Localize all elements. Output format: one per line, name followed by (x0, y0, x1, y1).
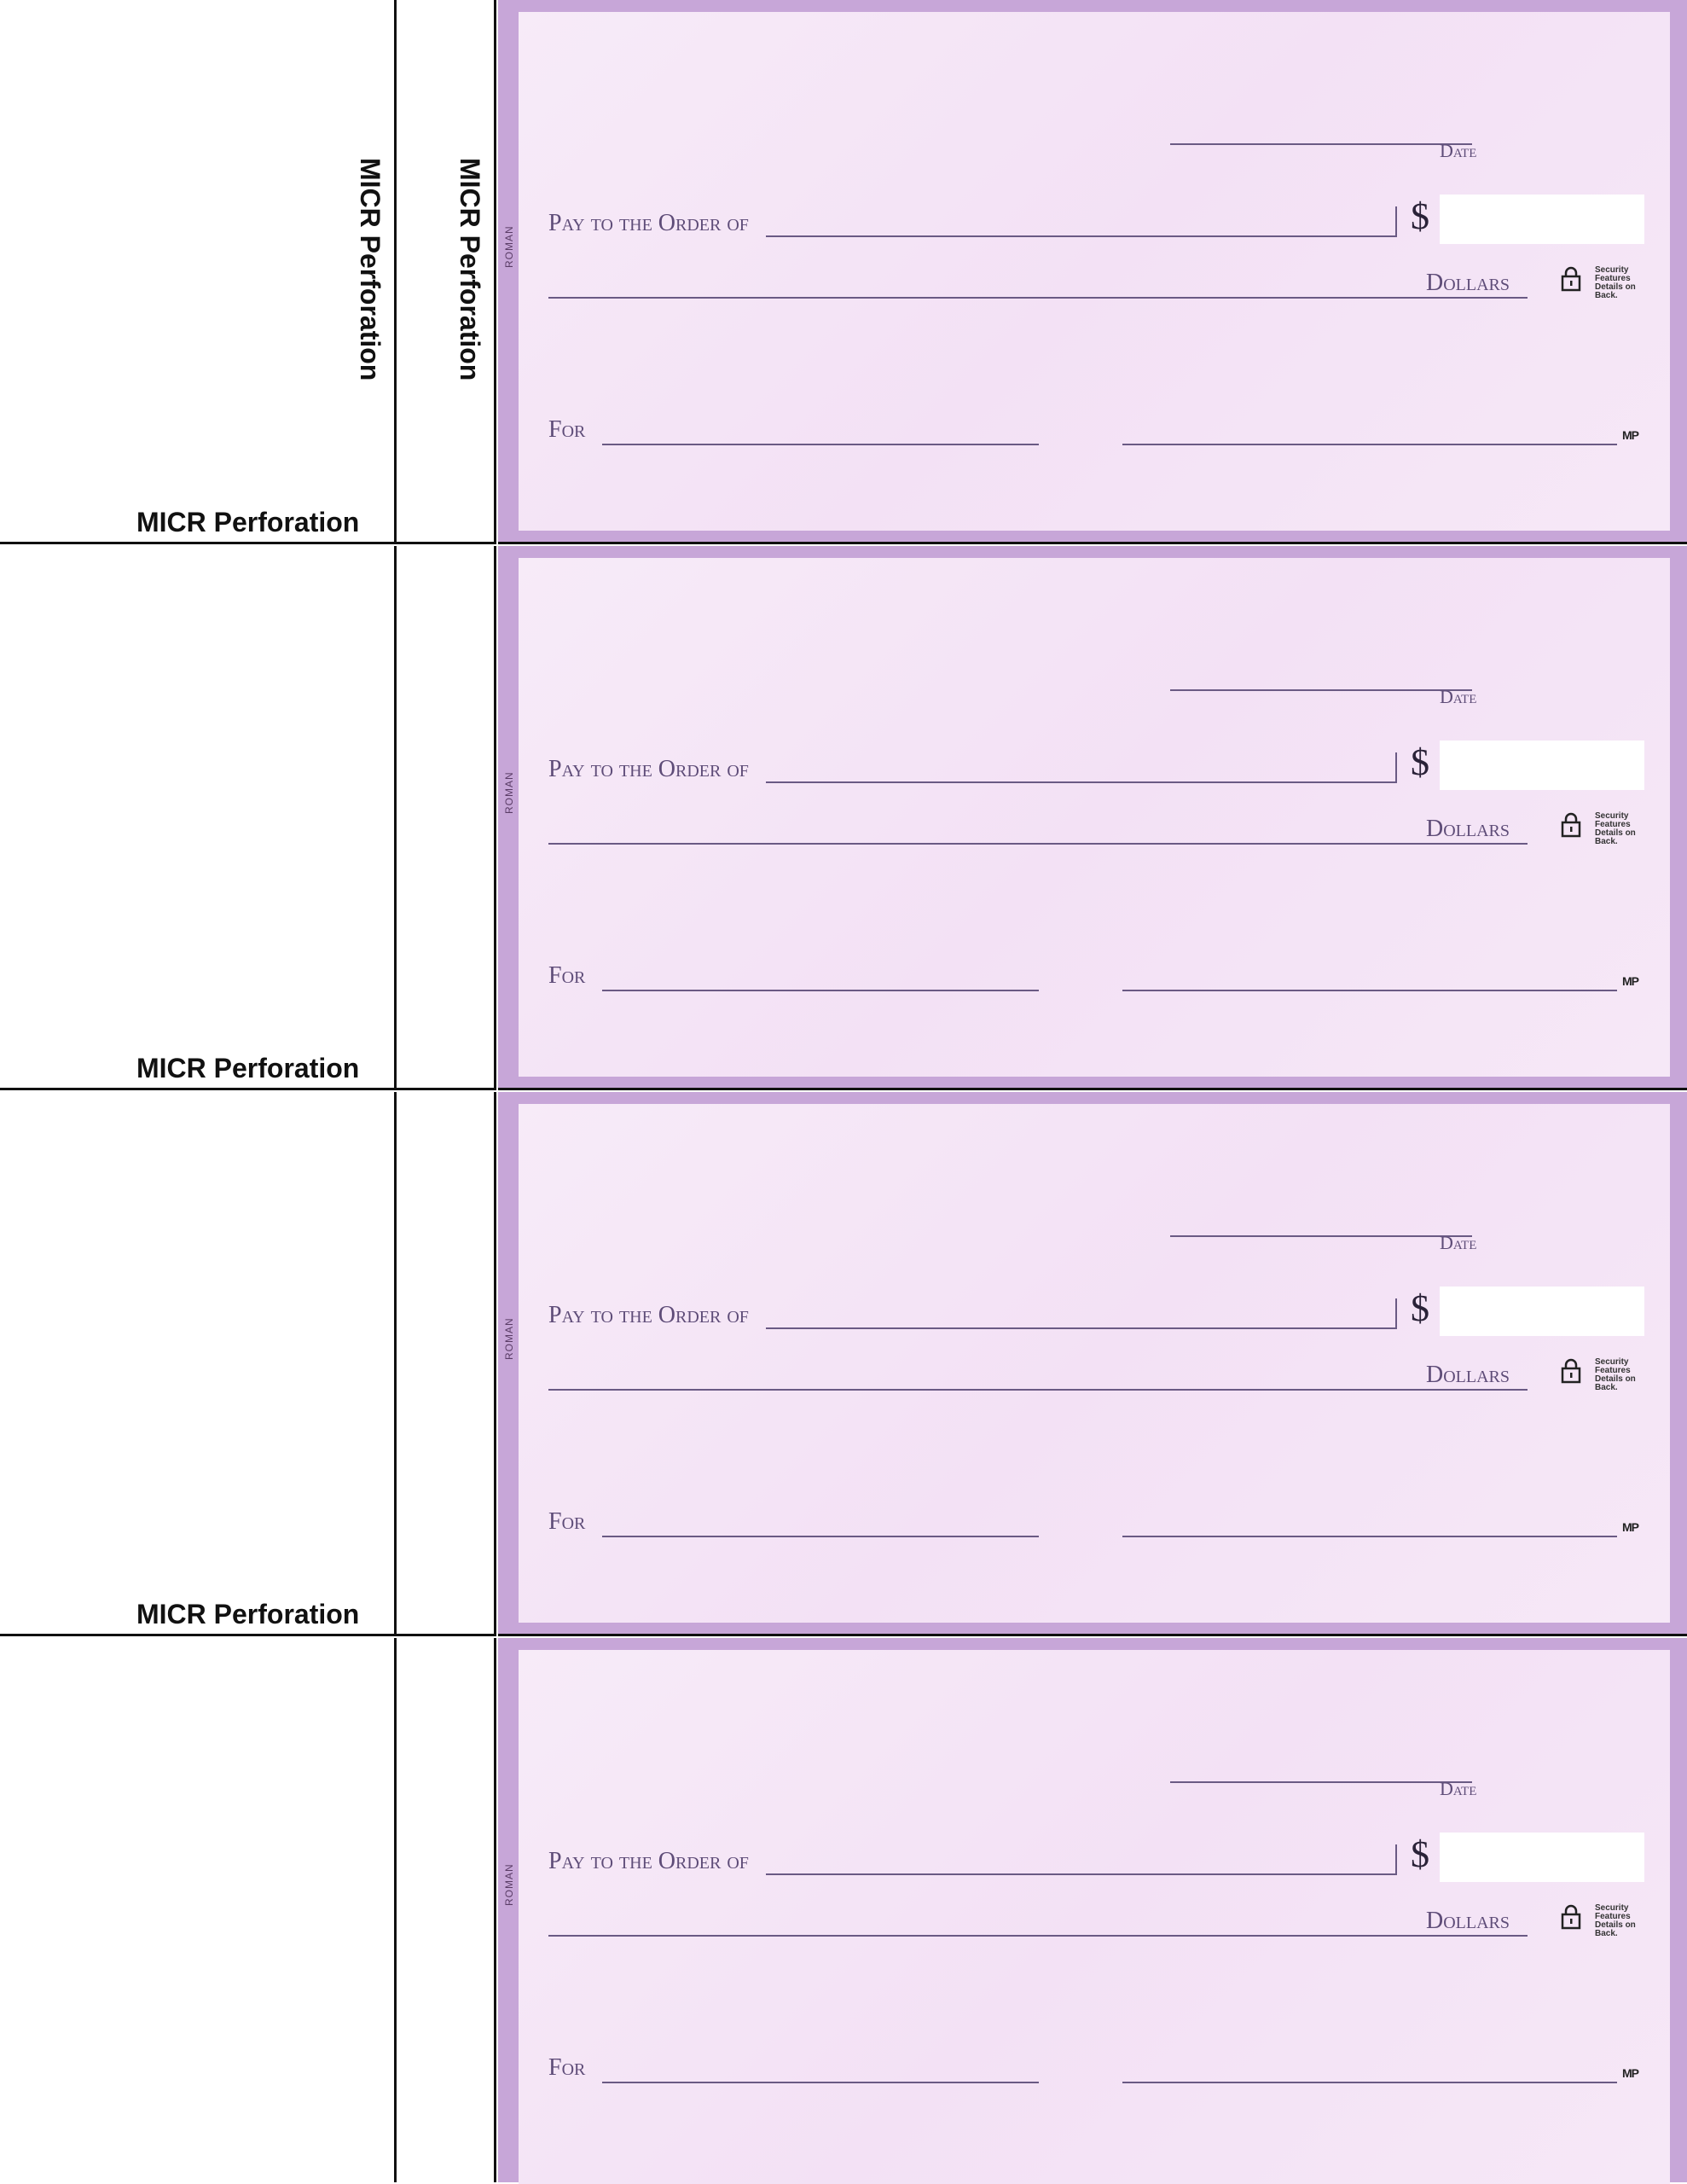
memo-line[interactable] (602, 444, 1039, 445)
check-face: ROMAN Date Pay to the Order of $ Dollars… (503, 12, 1670, 531)
pay-to-label: Pay to the Order of (548, 1302, 749, 1328)
signature-line[interactable] (1122, 990, 1617, 991)
check-face: ROMAN Date Pay to the Order of $ Dollars… (503, 1104, 1670, 1623)
for-label: For (548, 416, 586, 443)
mp-mark: MP (1622, 2066, 1639, 2080)
check: ROMAN Date Pay to the Order of $ Dollars… (498, 1638, 1687, 2184)
payee-line-end (1395, 206, 1397, 237)
check-row-2: MICR Perforation ROMAN Date Pay to the O… (0, 546, 1687, 1092)
signature-line[interactable] (1122, 1536, 1617, 1537)
stub-left: MICR Perforation MICR Perforation (0, 0, 397, 544)
mp-mark: MP (1622, 1520, 1639, 1534)
lock-icon (1561, 1358, 1581, 1384)
lock-icon (1561, 266, 1581, 292)
for-label: For (548, 1508, 586, 1535)
mp-mark: MP (1622, 974, 1639, 988)
amount-box[interactable] (1440, 195, 1644, 244)
check-face: ROMAN Date Pay to the Order of $ Dollars… (503, 558, 1670, 1077)
signature-line[interactable] (1122, 444, 1617, 445)
amount-box[interactable] (1440, 1833, 1644, 1882)
security-features-text: Security Features Details on Back. (1595, 1903, 1636, 1938)
stub-right (397, 1092, 496, 1636)
stub-left: MICR Perforation (0, 546, 397, 1090)
security-features-text: Security Features Details on Back. (1595, 1357, 1636, 1392)
amount-box[interactable] (1440, 741, 1644, 790)
pay-to-label: Pay to the Order of (548, 210, 749, 236)
amount-box[interactable] (1440, 1287, 1644, 1336)
micr-perforation-label: MICR Perforation (136, 1053, 360, 1083)
micr-perforation-vertical-label: MICR Perforation (355, 158, 386, 381)
lock-icon (1561, 1904, 1581, 1930)
check-row-1: MICR Perforation MICR Perforation MICR P… (0, 0, 1687, 546)
security-features-text: Security Features Details on Back. (1595, 811, 1636, 846)
roman-mark: ROMAN (503, 1863, 515, 1906)
date-line[interactable] (1170, 689, 1472, 691)
dollars-label: Dollars (1426, 816, 1510, 842)
stub-left (0, 1638, 397, 2182)
dollars-label: Dollars (1426, 1908, 1510, 1934)
date-label: Date (1440, 1778, 1477, 1799)
payee-line-end (1395, 1298, 1397, 1329)
payee-line[interactable] (766, 1873, 1397, 1875)
memo-line[interactable] (602, 2082, 1039, 2083)
check: ROMAN Date Pay to the Order of $ Dollars… (498, 0, 1687, 544)
dollar-sign: $ (1411, 741, 1429, 783)
check: ROMAN Date Pay to the Order of $ Dollars… (498, 1092, 1687, 1636)
mp-mark: MP (1622, 428, 1639, 442)
payee-line[interactable] (766, 781, 1397, 783)
for-label: For (548, 962, 586, 989)
payee-line[interactable] (766, 235, 1397, 237)
micr-perforation-label: MICR Perforation (136, 1599, 360, 1629)
micr-perforation-label: MICR Perforation (136, 507, 360, 537)
check-row-4: ROMAN Date Pay to the Order of $ Dollars… (0, 1638, 1687, 2184)
stub-left: MICR Perforation (0, 1092, 397, 1636)
date-line[interactable] (1170, 1235, 1472, 1237)
stub-right (397, 546, 496, 1090)
payee-line[interactable] (766, 1327, 1397, 1329)
pay-to-label: Pay to the Order of (548, 1848, 749, 1874)
amount-words-line[interactable] (548, 297, 1528, 299)
dollars-label: Dollars (1426, 270, 1510, 296)
payee-line-end (1395, 752, 1397, 783)
pay-to-label: Pay to the Order of (548, 756, 749, 782)
dollar-sign: $ (1411, 1287, 1429, 1329)
date-line[interactable] (1170, 1781, 1472, 1783)
stub-right (397, 1638, 496, 2182)
memo-line[interactable] (602, 990, 1039, 991)
date-label: Date (1440, 686, 1477, 707)
amount-words-line[interactable] (548, 1935, 1528, 1937)
for-label: For (548, 2054, 586, 2081)
dollar-sign: $ (1411, 195, 1429, 237)
date-label: Date (1440, 1232, 1477, 1253)
lock-icon (1561, 812, 1581, 838)
roman-mark: ROMAN (503, 1317, 515, 1360)
date-line[interactable] (1170, 143, 1472, 145)
security-features-text: Security Features Details on Back. (1595, 265, 1636, 300)
check: ROMAN Date Pay to the Order of $ Dollars… (498, 546, 1687, 1090)
stub-right: MICR Perforation (397, 0, 496, 544)
check-row-3: MICR Perforation ROMAN Date Pay to the O… (0, 1092, 1687, 1638)
payee-line-end (1395, 1844, 1397, 1875)
signature-line[interactable] (1122, 2082, 1617, 2083)
dollar-sign: $ (1411, 1833, 1429, 1875)
micr-perforation-vertical-label: MICR Perforation (455, 158, 485, 381)
dollars-label: Dollars (1426, 1362, 1510, 1388)
roman-mark: ROMAN (503, 225, 515, 268)
check-face: ROMAN Date Pay to the Order of $ Dollars… (503, 1650, 1670, 2184)
roman-mark: ROMAN (503, 771, 515, 814)
amount-words-line[interactable] (548, 1389, 1528, 1391)
date-label: Date (1440, 140, 1477, 161)
amount-words-line[interactable] (548, 843, 1528, 845)
memo-line[interactable] (602, 1536, 1039, 1537)
